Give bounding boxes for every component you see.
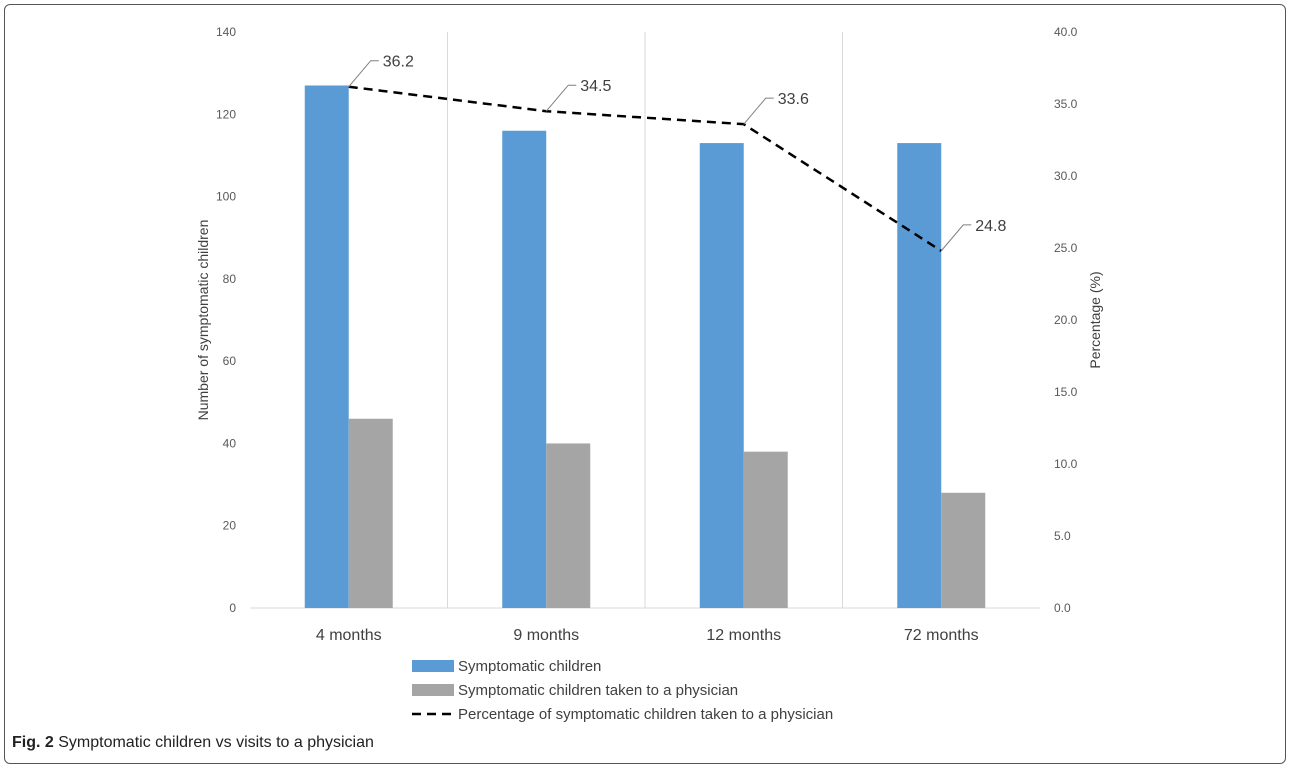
y2-tick-label: 10.0 [1054,457,1078,471]
caption-text: Symptomatic children vs visits to a phys… [58,734,374,751]
y-tick-label: 80 [223,272,237,286]
bar-taken-to-physician [348,418,393,608]
x-tick-label: 12 months [706,627,781,644]
y2-tick-label: 0.0 [1054,601,1071,615]
y-tick-label: 40 [223,436,237,450]
data-label-leader [348,60,379,88]
bar-symptomatic-children [699,143,744,609]
y2-tick-label: 5.0 [1054,529,1071,543]
data-label: 36.2 [383,54,414,71]
y-tick-label: 20 [223,519,237,533]
bar-taken-to-physician [743,451,788,608]
y2-tick-label: 25.0 [1054,241,1078,255]
y-tick-label: 140 [216,25,236,39]
legend-label: Symptomatic children taken to a physicia… [458,682,738,699]
bar-taken-to-physician [546,443,591,608]
x-tick-label: 9 months [513,627,579,644]
figure-frame [4,4,1286,764]
y-tick-label: 120 [216,107,236,121]
y-tick-label: 60 [223,354,237,368]
bar-symptomatic-children [502,130,547,608]
bar-symptomatic-children [304,85,349,608]
x-tick-label: 72 months [904,627,979,644]
x-tick-label: 4 months [316,627,382,644]
bar-taken-to-physician [941,492,986,608]
y-tick-label: 0 [229,601,236,615]
figure-caption: Fig. 2 Symptomatic children vs visits to… [12,734,374,752]
caption-label: Fig. 2 [12,734,54,751]
legend-swatch-physician [412,684,454,696]
y2-axis-title: Percentage (%) [1087,271,1103,368]
legend-label: Percentage of symptomatic children taken… [458,706,833,723]
data-label-leader [743,97,774,125]
data-label-leader [545,84,577,112]
data-label: 24.8 [975,218,1006,235]
y-axis-title: Number of symptomatic children [195,220,211,421]
y2-tick-label: 40.0 [1054,25,1078,39]
percentage-line [348,85,942,252]
y2-tick-label: 35.0 [1054,97,1078,111]
data-label: 34.5 [580,78,611,95]
y2-tick-label: 15.0 [1054,385,1078,399]
data-label-leader [940,224,972,252]
legend-label: Symptomatic children [458,658,601,675]
y-tick-label: 100 [216,190,236,204]
legend-swatch-symptomatic [412,660,454,672]
y2-tick-label: 30.0 [1054,169,1078,183]
data-label: 33.6 [778,91,809,108]
bar-symptomatic-children [897,143,942,609]
y2-tick-label: 20.0 [1054,313,1078,327]
